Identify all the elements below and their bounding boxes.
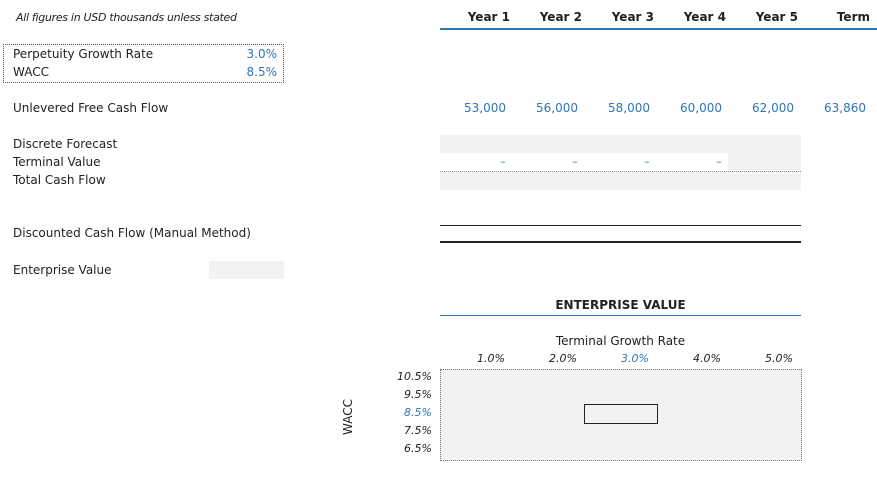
header-term: Term	[836, 10, 870, 24]
sensitivity-title: ENTERPRISE VALUE	[555, 298, 686, 312]
base-case-cell[interactable]	[584, 404, 658, 424]
enterprise-value-label: Enterprise Value	[13, 263, 112, 277]
header-year-2: Year 2	[539, 10, 582, 24]
ufcf-term[interactable]: 63,860	[824, 101, 866, 115]
total-cash-flow-label: Total Cash Flow	[13, 173, 106, 187]
ufcf-year-1[interactable]: 53,000	[464, 101, 506, 115]
total-cash-flow-row	[440, 172, 801, 190]
wacc-rate-5: 6.5%	[404, 442, 432, 455]
terminal-value-label: Terminal Value	[13, 155, 101, 169]
dcf-manual-label: Discounted Cash Flow (Manual Method)	[13, 226, 251, 240]
wacc-axis-label: WACC	[340, 399, 355, 435]
ufcf-label: Unlevered Free Cash Flow	[13, 101, 169, 115]
terminal-dash-1: –	[500, 155, 506, 168]
ufcf-year-4[interactable]: 60,000	[680, 101, 722, 115]
wacc-label: WACC	[13, 65, 49, 79]
inputs-box	[3, 44, 284, 83]
wacc-input[interactable]: 8.5%	[246, 65, 278, 79]
header-year-5: Year 5	[755, 10, 798, 24]
terminal-value-term-cell	[728, 153, 801, 171]
dcf-top-rule	[440, 225, 801, 226]
terminal-dash-3: –	[644, 155, 650, 168]
wacc-rate-4: 7.5%	[404, 424, 432, 437]
wacc-rate-1: 10.5%	[397, 370, 432, 383]
header-year-4: Year 4	[683, 10, 726, 24]
tg-rate-2: 2.0%	[549, 352, 577, 365]
terminal-dash-4: –	[716, 155, 722, 168]
growth-rate-label: Perpetuity Growth Rate	[13, 47, 154, 61]
header-underline	[440, 28, 877, 30]
dcf-bottom-rule	[440, 241, 801, 243]
tg-rate-3: 3.0%	[621, 352, 649, 365]
wacc-rate-2: 9.5%	[404, 388, 432, 401]
ufcf-year-5[interactable]: 62,000	[752, 101, 794, 115]
tg-rate-5: 5.0%	[765, 352, 793, 365]
wacc-rate-3: 8.5%	[404, 406, 432, 419]
sensitivity-title-underline	[440, 315, 801, 316]
terminal-growth-rate-title: Terminal Growth Rate	[555, 334, 686, 348]
growth-rate-input[interactable]: 3.0%	[246, 47, 278, 61]
ufcf-year-3[interactable]: 58,000	[608, 101, 650, 115]
units-note: All figures in USD thousands unless stat…	[16, 11, 237, 24]
tg-rate-1: 1.0%	[477, 352, 505, 365]
enterprise-value-cell[interactable]	[209, 261, 284, 279]
header-year-1: Year 1	[467, 10, 510, 24]
header-year-3: Year 3	[611, 10, 654, 24]
ufcf-year-2[interactable]: 56,000	[536, 101, 578, 115]
discrete-forecast-row	[440, 135, 801, 153]
tg-rate-4: 4.0%	[693, 352, 721, 365]
discrete-forecast-label: Discrete Forecast	[13, 137, 118, 151]
terminal-dash-2: –	[572, 155, 578, 168]
total-rule	[440, 171, 801, 172]
